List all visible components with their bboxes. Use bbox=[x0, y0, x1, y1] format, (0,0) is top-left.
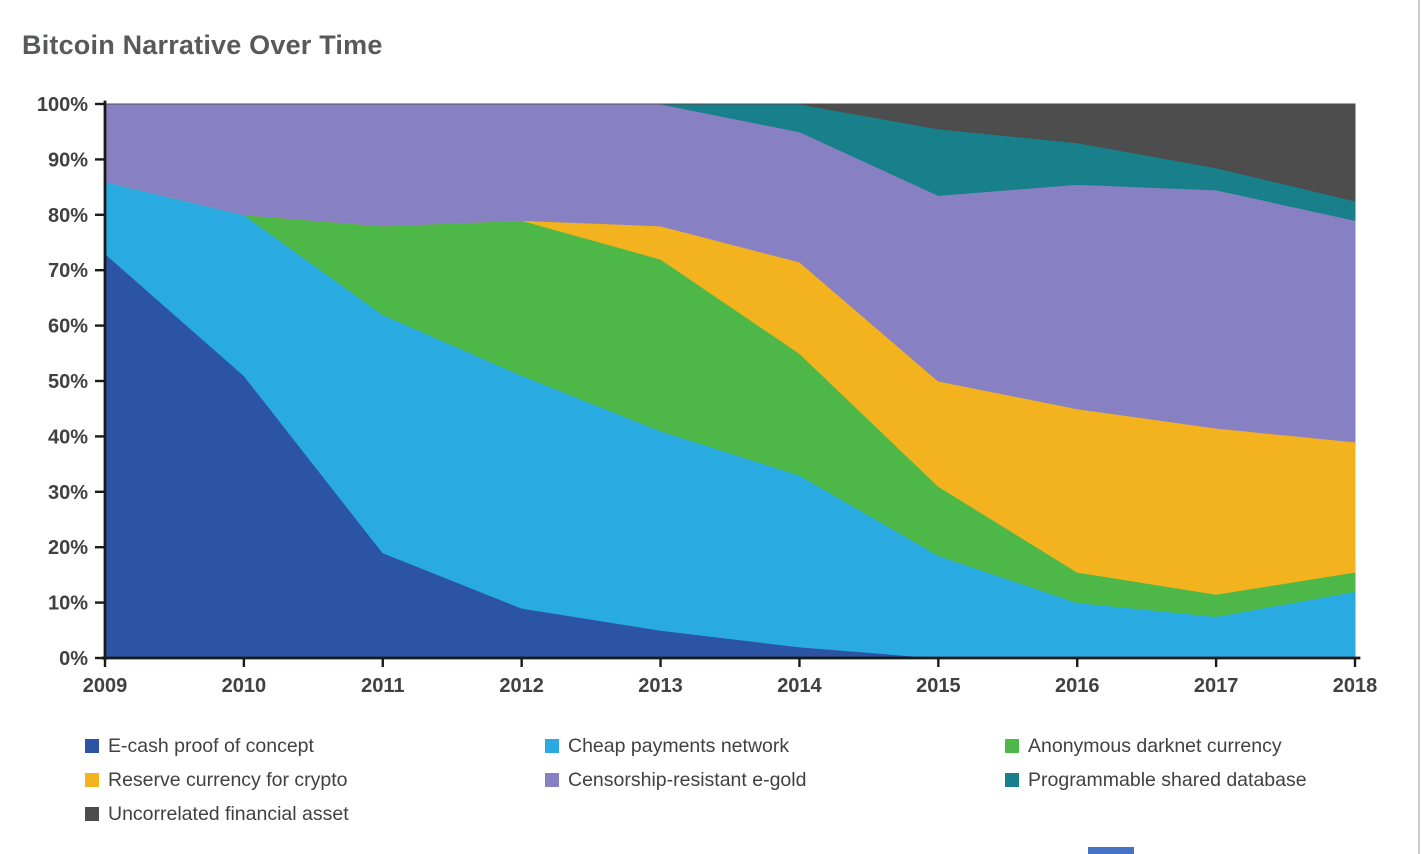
y-tick-label: 40% bbox=[48, 426, 88, 448]
x-tick-label: 2010 bbox=[222, 675, 267, 697]
y-tick-label: 10% bbox=[48, 593, 88, 615]
area-uncorrelated-financial-asset bbox=[105, 103, 1356, 202]
x-tick-label: 2012 bbox=[499, 675, 544, 697]
partial-element-artifact bbox=[1088, 847, 1134, 854]
x-tick-label: 2016 bbox=[1055, 675, 1100, 697]
x-tick-label: 2018 bbox=[1333, 675, 1378, 697]
window-edge-line bbox=[1418, 0, 1420, 854]
y-tick-label: 30% bbox=[48, 482, 88, 504]
y-tick-label: 50% bbox=[48, 371, 88, 393]
x-tick-label: 2014 bbox=[777, 675, 822, 697]
x-tick-label: 2017 bbox=[1194, 675, 1239, 697]
y-tick-label: 60% bbox=[48, 316, 88, 338]
y-tick-label: 90% bbox=[48, 149, 88, 171]
y-tick-label: 0% bbox=[59, 648, 88, 670]
y-tick-label: 80% bbox=[48, 205, 88, 227]
x-tick-label: 2013 bbox=[638, 675, 683, 697]
x-tick-label: 2009 bbox=[83, 675, 128, 697]
y-tick-label: 20% bbox=[48, 537, 88, 559]
page-title: Bitcoin Narrative Over Time bbox=[22, 30, 383, 60]
x-tick-label: 2011 bbox=[361, 675, 404, 697]
x-tick-label: 2015 bbox=[916, 675, 961, 697]
y-tick-label: 100% bbox=[37, 94, 88, 116]
y-tick-label: 70% bbox=[48, 260, 88, 282]
